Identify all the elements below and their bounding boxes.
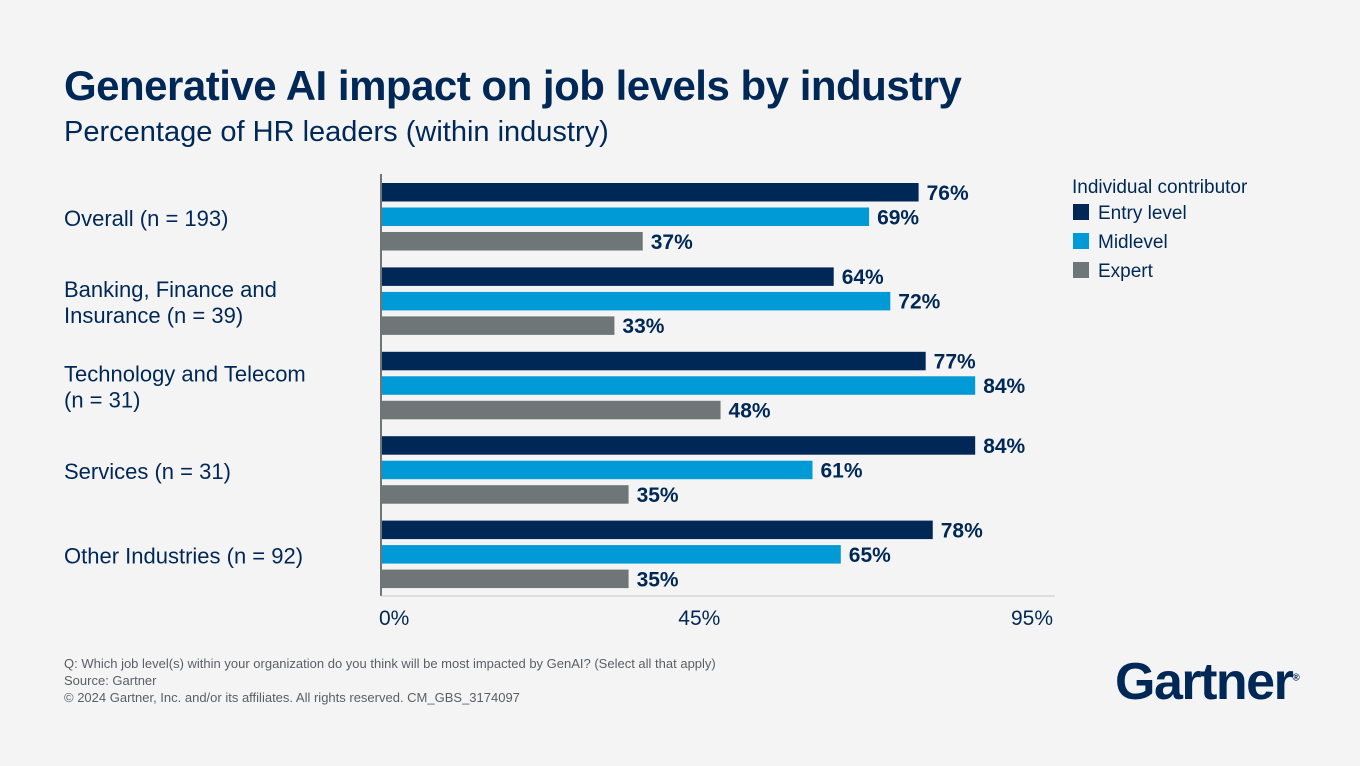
bar-expert	[381, 485, 629, 504]
category-label: Insurance (n = 39)	[64, 303, 243, 328]
gartner-logo: Gartner®	[1115, 652, 1300, 712]
bar-midlevel	[381, 291, 891, 311]
bar-midlevel	[381, 545, 841, 564]
logo-text: Gartner	[1115, 653, 1294, 711]
legend-label: Expert	[1098, 261, 1154, 282]
category-label: Technology and Telecom	[64, 362, 306, 387]
bar-entry-level	[381, 351, 926, 371]
bar-entry-level	[381, 183, 919, 202]
data-label: 72%	[898, 291, 940, 314]
legend-swatch	[1073, 204, 1089, 220]
bar-expert	[381, 232, 643, 251]
bar-midlevel	[381, 207, 870, 226]
chart-title: Generative AI impact on job levels by in…	[64, 62, 962, 109]
footer-source: Source: Gartner	[64, 673, 157, 688]
data-label: 35%	[637, 568, 679, 591]
data-label: 76%	[927, 182, 969, 205]
data-label: 35%	[637, 484, 679, 507]
data-label: 33%	[622, 315, 664, 338]
bar-midlevel	[381, 376, 976, 395]
data-label: 77%	[934, 351, 976, 374]
legend-label: Midlevel	[1098, 232, 1168, 253]
legend-title: Individual contributor	[1072, 177, 1248, 198]
bar-entry-level	[381, 520, 933, 540]
data-label: 69%	[877, 206, 919, 229]
bar-expert	[381, 400, 721, 420]
legend-swatch	[1073, 233, 1089, 249]
legend-label: Entry level	[1098, 203, 1187, 224]
data-label: 78%	[941, 519, 983, 542]
bar-midlevel	[381, 460, 813, 480]
legend-swatch	[1073, 262, 1089, 278]
x-tick-label: 0%	[379, 607, 409, 630]
footer-copyright: © 2024 Gartner, Inc. and/or its affiliat…	[64, 690, 520, 705]
category-label: (n = 31)	[64, 388, 140, 413]
bar-expert	[381, 316, 615, 335]
data-label: 61%	[820, 459, 862, 482]
category-label: Other Industries (n = 92)	[64, 543, 303, 568]
logo-mark: ®	[1292, 672, 1300, 684]
data-label: 64%	[842, 266, 884, 289]
bar-entry-level	[381, 267, 834, 286]
data-label: 84%	[983, 375, 1025, 398]
footer-question: Q: Which job level(s) within your organi…	[64, 656, 716, 671]
data-label: 37%	[651, 231, 693, 254]
data-label: 65%	[849, 544, 891, 567]
bar-entry-level	[381, 436, 976, 455]
category-label: Services (n = 31)	[64, 459, 231, 484]
category-label: Banking, Finance and	[64, 277, 277, 302]
bar-expert	[381, 569, 629, 589]
x-tick-label: 95%	[1011, 607, 1053, 630]
data-label: 48%	[729, 400, 771, 423]
footer: Q: Which job level(s) within your organi…	[64, 655, 716, 706]
chart-subtitle: Percentage of HR leaders (within industr…	[64, 116, 609, 148]
category-label: Overall (n = 193)	[64, 206, 228, 231]
data-label: 84%	[983, 435, 1025, 458]
x-tick-label: 45%	[678, 607, 720, 630]
